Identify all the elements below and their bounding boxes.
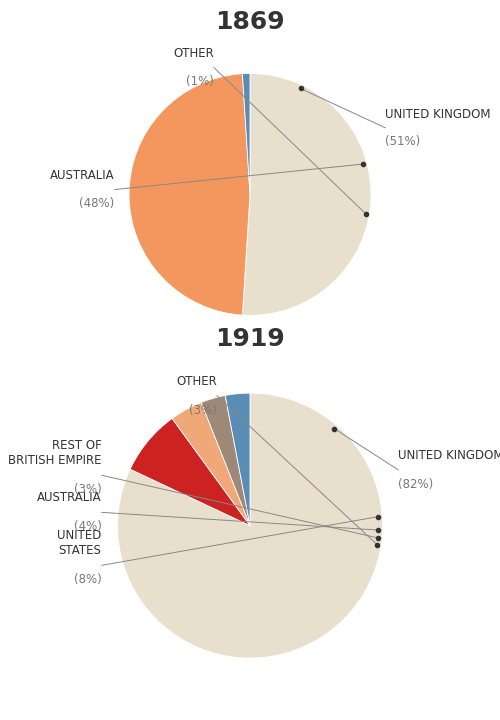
Wedge shape bbox=[172, 402, 250, 526]
Text: UNITED
STATES: UNITED STATES bbox=[57, 529, 102, 557]
Text: (4%): (4%) bbox=[74, 521, 102, 534]
Title: 1869: 1869 bbox=[215, 10, 285, 35]
Wedge shape bbox=[130, 418, 250, 526]
Text: AUSTRALIA: AUSTRALIA bbox=[37, 492, 102, 505]
Text: (8%): (8%) bbox=[74, 573, 102, 586]
Text: (3%): (3%) bbox=[74, 483, 102, 496]
Text: OTHER: OTHER bbox=[173, 47, 214, 60]
Text: UNITED KINGDOM: UNITED KINGDOM bbox=[386, 107, 491, 121]
Wedge shape bbox=[129, 73, 250, 315]
Text: (51%): (51%) bbox=[386, 135, 420, 148]
Wedge shape bbox=[225, 393, 250, 526]
Text: UNITED KINGDOM: UNITED KINGDOM bbox=[398, 449, 500, 462]
Text: OTHER: OTHER bbox=[176, 375, 217, 388]
Text: REST OF
BRITISH EMPIRE: REST OF BRITISH EMPIRE bbox=[8, 439, 102, 467]
Text: (1%): (1%) bbox=[186, 75, 214, 88]
Wedge shape bbox=[118, 393, 382, 658]
Wedge shape bbox=[242, 73, 250, 194]
Wedge shape bbox=[242, 73, 371, 315]
Text: (48%): (48%) bbox=[80, 197, 114, 210]
Text: (82%): (82%) bbox=[398, 478, 434, 491]
Text: (3%): (3%) bbox=[189, 404, 217, 417]
Title: 1919: 1919 bbox=[215, 327, 285, 351]
Text: AUSTRALIA: AUSTRALIA bbox=[50, 169, 114, 182]
Wedge shape bbox=[201, 395, 250, 526]
